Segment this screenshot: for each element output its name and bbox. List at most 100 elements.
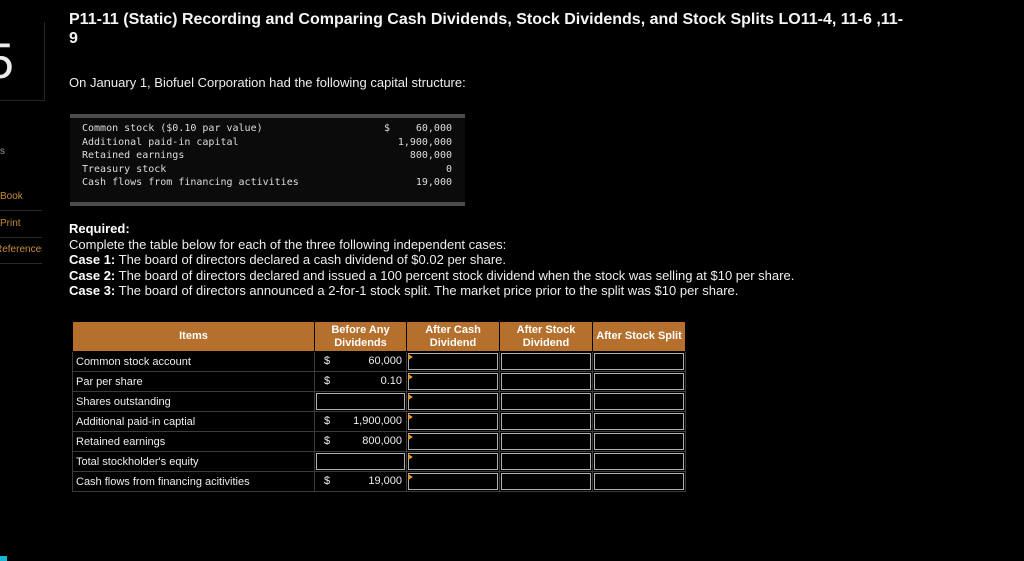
stock-split-input[interactable] xyxy=(592,471,686,492)
before-dollar: $ xyxy=(324,435,331,447)
before-value: 0.10 xyxy=(380,375,402,387)
header-after-cash: After Cash Dividend xyxy=(406,321,500,352)
before-input[interactable] xyxy=(314,391,407,412)
before-dollar: $ xyxy=(324,475,331,487)
capital-amount: 1,900,000 xyxy=(397,136,452,148)
flag-icon xyxy=(408,434,413,440)
capital-row: Retained earnings 800,000 xyxy=(82,149,465,163)
case-label: Case 1: xyxy=(69,252,116,268)
flag-icon xyxy=(408,394,413,400)
cash-dividend-input[interactable] xyxy=(406,391,500,412)
cash-dividend-input[interactable] xyxy=(406,371,500,392)
capital-row: Common stock ($0.10 par value) $ 60,000 xyxy=(82,122,465,136)
row-label: Retained earnings xyxy=(72,431,315,452)
case-1: Case 1: The board of directors declared … xyxy=(69,252,989,268)
before-cell: $800,000 xyxy=(314,431,407,452)
before-input[interactable] xyxy=(314,451,407,472)
stock-dividend-input[interactable] xyxy=(499,471,593,492)
required-instruction: Complete the table below for each of the… xyxy=(69,236,507,252)
table-row: Additional paid-in captial $1,900,000 xyxy=(72,411,686,432)
header-before: Before Any Dividends xyxy=(314,321,407,352)
before-cell: $19,000 xyxy=(314,471,407,492)
capital-amount: 19,000 xyxy=(415,177,452,188)
cash-dividend-input[interactable] xyxy=(406,351,500,372)
progress-marker xyxy=(0,556,7,561)
book-link[interactable]: Book xyxy=(0,184,42,211)
before-value: 60,000 xyxy=(368,355,402,367)
capital-amount: 800,000 xyxy=(409,150,452,161)
stock-dividend-input[interactable] xyxy=(499,391,593,412)
capital-label: Common stock ($0.10 par value) xyxy=(82,123,263,134)
table-row: Retained earnings $800,000 xyxy=(72,431,686,452)
table-row: Cash flows from financing acitivities $1… xyxy=(72,471,686,492)
stock-dividend-input[interactable] xyxy=(499,371,593,392)
row-label: Total stockholder's equity xyxy=(72,451,315,472)
stock-split-input[interactable] xyxy=(592,351,686,372)
capital-amount: 0 xyxy=(445,163,452,175)
cash-dividend-input[interactable] xyxy=(406,411,500,432)
table-row: Shares outstanding xyxy=(72,391,686,412)
stock-dividend-input[interactable] xyxy=(499,351,593,372)
capital-label: Retained earnings xyxy=(82,150,185,161)
row-label: Additional paid-in captial xyxy=(72,411,315,432)
case-text: The board of directors announced a 2-for… xyxy=(118,283,739,299)
before-value: 800,000 xyxy=(362,435,402,447)
before-cell: $0.10 xyxy=(314,371,407,392)
stock-split-input[interactable] xyxy=(592,411,686,432)
capital-row: Treasury stock 0 xyxy=(82,163,465,177)
case-text: The board of directors declared a cash d… xyxy=(118,252,506,268)
capital-label: Cash flows from financing activities xyxy=(82,177,299,188)
header-after-stock-dividend: After Stock Dividend xyxy=(499,321,593,352)
before-dollar: $ xyxy=(324,415,331,427)
stock-split-input[interactable] xyxy=(592,391,686,412)
required-section: Required: Complete the table below for e… xyxy=(69,221,989,299)
stock-split-input[interactable] xyxy=(592,451,686,472)
capital-amount: 60,000 xyxy=(415,123,452,134)
cash-dividend-input[interactable] xyxy=(406,471,500,492)
cash-dividend-input[interactable] xyxy=(406,451,500,472)
stock-split-input[interactable] xyxy=(592,431,686,452)
header-items: Items xyxy=(72,321,315,352)
table-row: Common stock account $60,000 xyxy=(72,351,686,372)
before-cell: $60,000 xyxy=(314,351,407,372)
case-2: Case 2: The board of directors declared … xyxy=(69,268,989,284)
references-link[interactable]: References xyxy=(0,237,42,264)
cash-dividend-input[interactable] xyxy=(406,431,500,452)
before-value: 1,900,000 xyxy=(353,415,402,427)
case-label: Case 3: xyxy=(69,283,116,299)
sidebar-truncated-label: s xyxy=(0,146,5,157)
case-text: The board of directors declared and issu… xyxy=(118,267,795,283)
before-dollar: $ xyxy=(324,355,331,367)
problem-title: P11-11 (Static) Recording and Comparing … xyxy=(69,11,904,47)
answer-table: Items Before Any Dividends After Cash Di… xyxy=(72,321,686,492)
flag-icon xyxy=(408,354,413,360)
stock-dividend-input[interactable] xyxy=(499,411,593,432)
row-label: Common stock account xyxy=(72,351,315,372)
stock-split-input[interactable] xyxy=(592,371,686,392)
before-dollar: $ xyxy=(324,375,331,387)
stock-dividend-input[interactable] xyxy=(499,451,593,472)
print-link[interactable]: Print xyxy=(0,211,42,238)
capital-label: Treasury stock xyxy=(82,163,167,175)
question-number: 5 xyxy=(0,22,45,101)
table-row: Par per share $0.10 xyxy=(72,371,686,392)
header-after-split: After Stock Split xyxy=(592,321,686,352)
case-3: Case 3: The board of directors announced… xyxy=(69,283,989,299)
flag-icon xyxy=(408,474,413,480)
row-label: Shares outstanding xyxy=(72,391,315,412)
problem-intro: On January 1, Biofuel Corporation had th… xyxy=(69,75,466,90)
required-heading: Required: xyxy=(69,221,130,236)
flag-icon xyxy=(408,454,413,460)
capital-row: Cash flows from financing activities 19,… xyxy=(82,176,465,190)
flag-icon xyxy=(408,374,413,380)
sidebar: 5 s Book Print References xyxy=(0,0,45,561)
before-value: 19,000 xyxy=(368,475,402,487)
capital-structure-box: Common stock ($0.10 par value) $ 60,000 … xyxy=(70,114,465,206)
before-cell: $1,900,000 xyxy=(314,411,407,432)
case-label: Case 2: xyxy=(69,267,116,283)
capital-dollar: $ xyxy=(384,123,391,134)
capital-label: Additional paid-in capital xyxy=(82,136,239,148)
stock-dividend-input[interactable] xyxy=(499,431,593,452)
table-row: Total stockholder's equity xyxy=(72,451,686,472)
row-label: Par per share xyxy=(72,371,315,392)
